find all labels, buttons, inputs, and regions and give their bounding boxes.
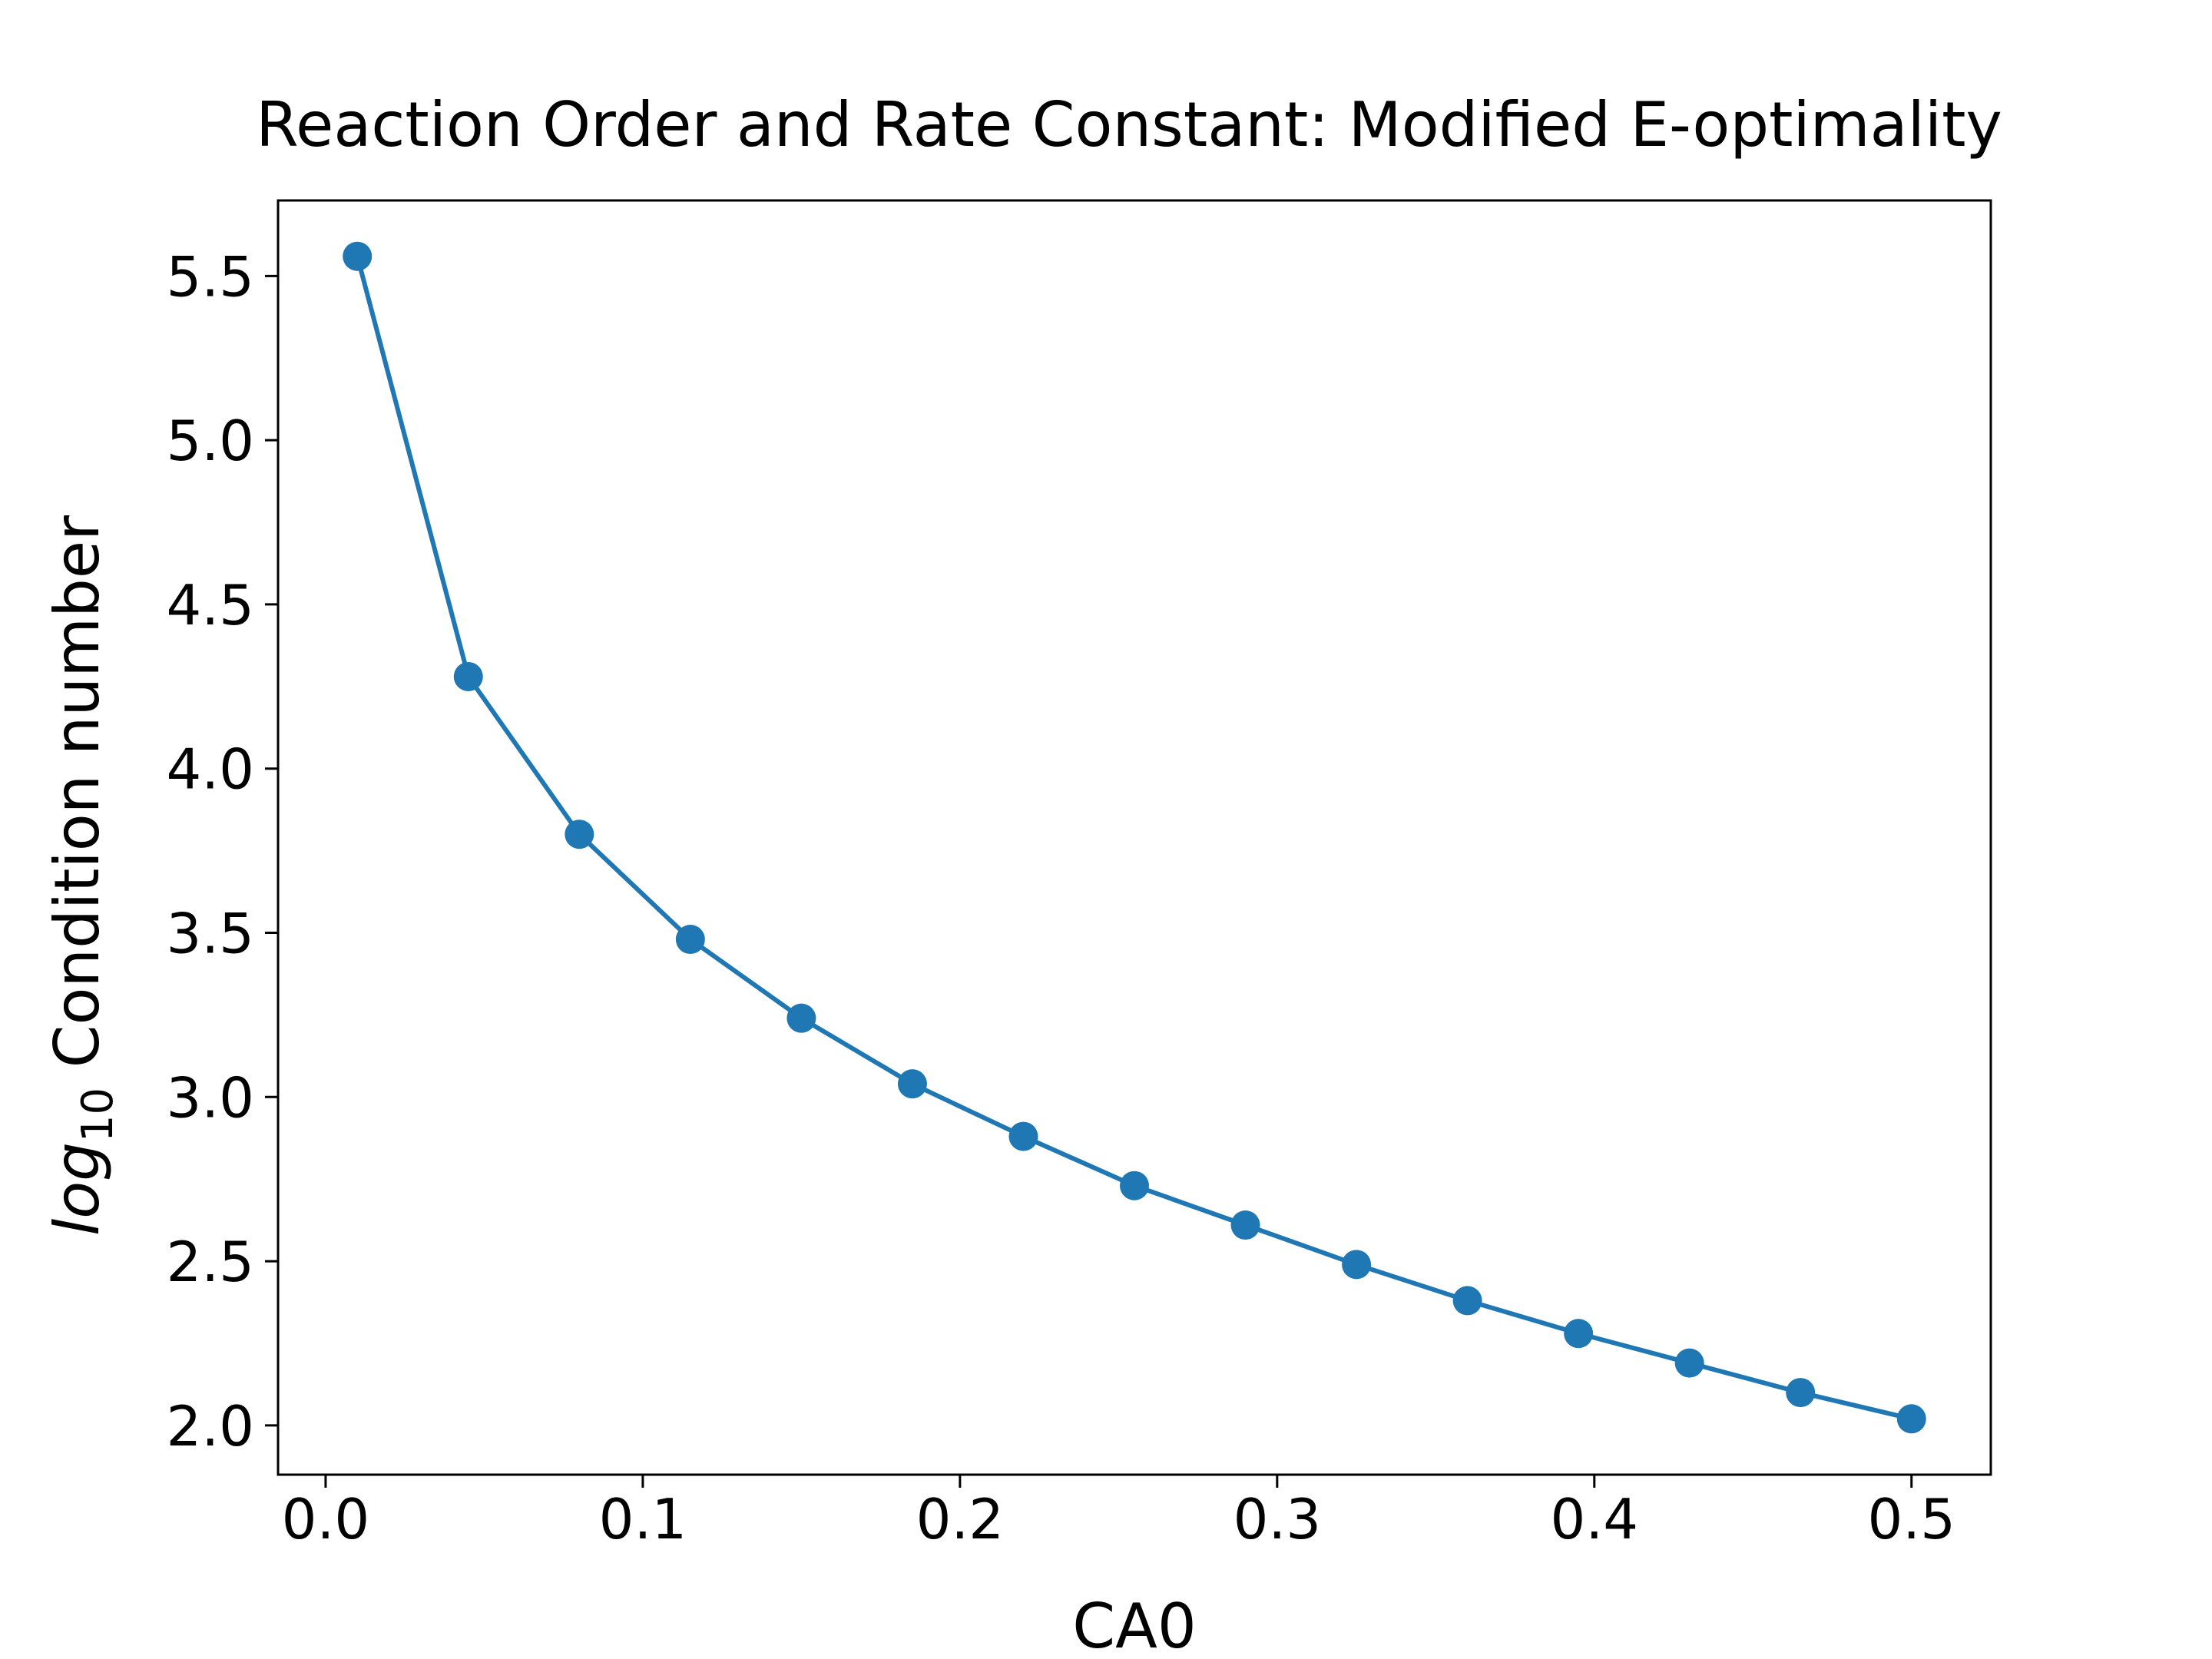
data-point (1896, 1404, 1926, 1434)
y-tick-label: 3.5 (166, 901, 254, 965)
y-axis-label-prefix: log (41, 1142, 113, 1236)
plot-area (276, 199, 1992, 1476)
axes-frame (276, 199, 1992, 1476)
y-axis: 2.0 2.5 3.0 3.5 4.0 4.5 5.0 5.5 (166, 244, 278, 1459)
y-tick-label: 2.5 (166, 1230, 254, 1294)
y-tick-label: 5.0 (166, 409, 254, 473)
x-tick-label: 0.0 (282, 1487, 370, 1551)
data-point (1674, 1348, 1704, 1378)
data-point (1564, 1319, 1594, 1349)
x-tick-label: 0.3 (1233, 1487, 1322, 1551)
series-layer (343, 241, 1926, 1434)
x-axis: 0.0 0.1 0.2 0.3 0.4 0.5 (282, 1475, 1955, 1551)
x-tick-label: 0.5 (1868, 1487, 1956, 1551)
data-point (1786, 1378, 1816, 1408)
data-point (1120, 1171, 1149, 1200)
data-point (897, 1069, 927, 1099)
x-tick-label: 0.2 (916, 1487, 1005, 1551)
x-tick-label: 0.1 (599, 1487, 687, 1551)
y-tick-label: 2.0 (166, 1394, 254, 1459)
x-axis-label: CA0 (1072, 1591, 1196, 1659)
data-point (1452, 1286, 1482, 1316)
y-axis-label: log10 Condition number (41, 515, 123, 1236)
y-tick-label: 4.0 (166, 737, 254, 802)
chart-title: Reaction Order and Rate Constant: Modifi… (256, 89, 2002, 161)
y-tick-label: 3.0 (166, 1065, 254, 1130)
data-point (1342, 1250, 1372, 1280)
data-point (1008, 1121, 1038, 1151)
y-axis-label-suffix: Condition number (41, 515, 113, 1088)
data-point (1230, 1210, 1260, 1240)
y-axis-label-subscript: 10 (73, 1088, 123, 1142)
data-point (565, 820, 594, 849)
x-tick-label: 0.4 (1551, 1487, 1639, 1551)
data-point (343, 241, 373, 271)
data-point (675, 925, 705, 955)
y-tick-label: 4.5 (166, 573, 254, 637)
y-tick-label: 5.5 (166, 244, 254, 309)
data-point (786, 1003, 816, 1033)
data-point (453, 661, 483, 691)
